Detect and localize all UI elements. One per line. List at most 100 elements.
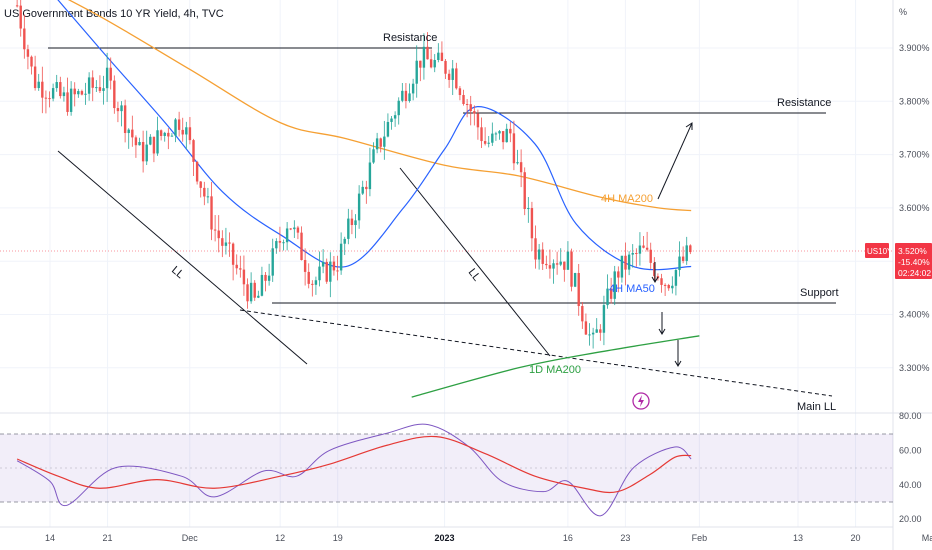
candle-body bbox=[246, 284, 249, 302]
candle-body bbox=[509, 128, 512, 134]
candle-body bbox=[426, 46, 429, 60]
candle-body bbox=[113, 80, 116, 109]
last-price-change: -15.40% bbox=[898, 257, 930, 267]
candle-body bbox=[519, 162, 523, 173]
time-tick-label: 12 bbox=[275, 533, 285, 543]
candle-body bbox=[228, 242, 231, 244]
candle-body bbox=[685, 245, 688, 261]
candle-body bbox=[350, 218, 354, 226]
candle-body bbox=[23, 28, 26, 50]
support-label: Support bbox=[800, 287, 839, 299]
candle-body bbox=[501, 131, 505, 143]
lower-low-trendline-mid[interactable] bbox=[399, 167, 551, 357]
rsi-tick-label: 20.00 bbox=[899, 514, 922, 524]
candle-body bbox=[555, 263, 559, 265]
candle-body bbox=[59, 82, 62, 97]
candle-body bbox=[87, 77, 91, 94]
candle-body bbox=[325, 261, 328, 282]
candle-body bbox=[339, 243, 343, 271]
ma50-4h-line bbox=[57, 0, 692, 271]
candle-body bbox=[307, 271, 310, 284]
candle-body bbox=[131, 129, 134, 138]
ma200-1d-line bbox=[411, 335, 700, 398]
candle-body bbox=[271, 248, 274, 276]
candle-body bbox=[33, 66, 37, 89]
candle-body bbox=[138, 141, 141, 146]
candle-body bbox=[257, 295, 260, 298]
candle-body bbox=[181, 129, 184, 135]
candle-body bbox=[48, 98, 51, 100]
candle-body bbox=[473, 111, 476, 114]
candle-body bbox=[343, 238, 346, 244]
main-lower-low-line[interactable] bbox=[239, 309, 833, 397]
candle-body bbox=[120, 105, 123, 112]
candle-body bbox=[613, 271, 616, 299]
time-tick-label: 21 bbox=[103, 533, 113, 543]
candle-body bbox=[505, 128, 508, 143]
candle-body bbox=[671, 285, 674, 289]
candle-body bbox=[548, 265, 552, 269]
candle-body bbox=[177, 119, 181, 130]
candle-body bbox=[354, 220, 357, 226]
candle-body bbox=[595, 329, 598, 333]
candle-body bbox=[483, 141, 487, 144]
candle-body bbox=[98, 87, 102, 91]
candles-group bbox=[15, 0, 692, 349]
candle-body bbox=[300, 232, 303, 261]
candle-body bbox=[462, 95, 465, 105]
candle-body bbox=[411, 83, 415, 94]
candle-body bbox=[213, 229, 217, 231]
time-tick-label: 20 bbox=[851, 533, 861, 543]
candle-body bbox=[357, 193, 361, 221]
lower-low-trendline-left[interactable] bbox=[57, 150, 308, 365]
arrow-down-head-icon bbox=[674, 360, 682, 367]
candle-body bbox=[365, 186, 368, 190]
candle-body bbox=[55, 82, 58, 89]
candle-body bbox=[239, 268, 242, 270]
arrow-up-head-icon bbox=[685, 122, 693, 130]
price-tick-label: 3.600% bbox=[899, 203, 930, 213]
candle-body bbox=[516, 162, 519, 164]
candle-body bbox=[537, 249, 541, 260]
candle-body bbox=[336, 270, 339, 272]
rsi-signal-line bbox=[16, 435, 692, 494]
lightning-icon[interactable] bbox=[632, 392, 650, 410]
candle-body bbox=[141, 141, 145, 162]
candle-body bbox=[606, 288, 609, 306]
candle-body bbox=[437, 52, 440, 60]
candle-body bbox=[134, 137, 138, 146]
candle-body bbox=[419, 60, 422, 68]
candle-body bbox=[167, 132, 170, 137]
candle-body bbox=[51, 88, 55, 99]
candle-body bbox=[563, 261, 566, 270]
ma50-4h-label: 4H MA50 bbox=[609, 283, 655, 295]
candle-body bbox=[221, 238, 224, 246]
candle-body bbox=[267, 275, 271, 281]
candle-body bbox=[264, 274, 267, 281]
ma200-4h-label: 4H MA200 bbox=[601, 193, 653, 205]
rsi-tick-label: 40.00 bbox=[899, 480, 922, 490]
candle-body bbox=[599, 329, 602, 333]
candle-body bbox=[627, 254, 631, 270]
candle-body bbox=[642, 245, 645, 248]
candle-body bbox=[552, 263, 555, 269]
candle-body bbox=[217, 230, 220, 239]
candle-body bbox=[624, 255, 627, 270]
bar-countdown: 02:24:02 bbox=[898, 268, 931, 278]
candle-body bbox=[210, 196, 213, 230]
candle-body bbox=[379, 138, 382, 147]
candle-body bbox=[206, 196, 210, 198]
candle-body bbox=[95, 87, 98, 89]
rsi-line bbox=[16, 423, 692, 517]
rsi-tick-label: 60.00 bbox=[899, 445, 922, 455]
candle-body bbox=[440, 52, 444, 61]
candle-body bbox=[372, 149, 375, 163]
candle-body bbox=[498, 131, 501, 134]
candle-body bbox=[681, 256, 685, 261]
candle-body bbox=[645, 247, 649, 250]
candle-body bbox=[451, 68, 454, 80]
candle-body bbox=[476, 113, 480, 128]
candle-body bbox=[393, 115, 397, 119]
